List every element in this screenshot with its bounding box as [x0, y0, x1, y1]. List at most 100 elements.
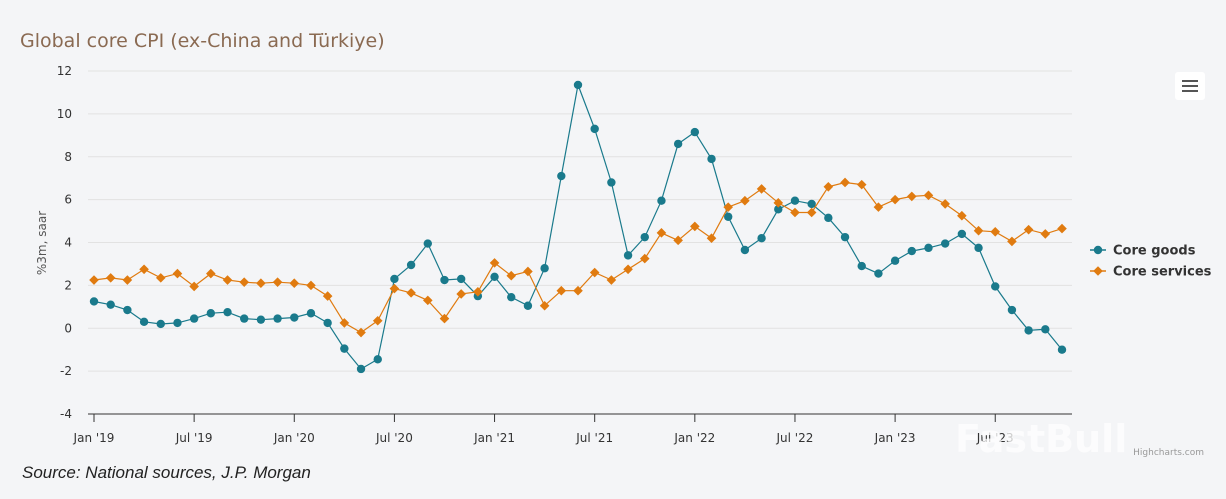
data-point[interactable]: [756, 184, 767, 194]
data-point[interactable]: [724, 212, 733, 221]
data-point[interactable]: [122, 275, 133, 285]
data-point[interactable]: [322, 291, 333, 301]
data-point[interactable]: [323, 318, 332, 328]
data-point[interactable]: [139, 317, 149, 327]
data-point[interactable]: [256, 315, 266, 324]
data-point[interactable]: [723, 202, 734, 212]
data-point[interactable]: [240, 314, 249, 323]
data-point[interactable]: [823, 181, 834, 192]
data-point[interactable]: [924, 243, 933, 253]
data-point[interactable]: [189, 314, 199, 323]
data-point[interactable]: [774, 205, 783, 214]
data-point[interactable]: [306, 280, 316, 291]
data-point[interactable]: [222, 275, 233, 285]
data-point[interactable]: [857, 261, 866, 271]
data-point[interactable]: [806, 207, 817, 218]
data-point[interactable]: [473, 287, 483, 297]
data-point[interactable]: [890, 256, 900, 265]
data-point[interactable]: [390, 274, 399, 284]
data-point[interactable]: [590, 124, 599, 134]
data-point[interactable]: [873, 202, 884, 212]
data-point[interactable]: [573, 80, 583, 90]
data-point[interactable]: [389, 283, 400, 294]
data-point[interactable]: [223, 307, 232, 317]
data-point[interactable]: [890, 194, 900, 205]
data-point[interactable]: [440, 275, 449, 285]
data-point[interactable]: [422, 295, 433, 306]
data-point[interactable]: [606, 275, 617, 285]
data-point[interactable]: [707, 154, 716, 164]
data-point[interactable]: [1023, 224, 1034, 235]
data-point[interactable]: [423, 239, 432, 248]
data-point[interactable]: [856, 179, 867, 190]
data-point[interactable]: [706, 233, 717, 244]
data-point[interactable]: [523, 266, 533, 277]
data-point[interactable]: [991, 282, 1000, 291]
data-point[interactable]: [490, 272, 499, 281]
data-point[interactable]: [172, 268, 183, 279]
data-point[interactable]: [824, 213, 833, 223]
data-point[interactable]: [690, 127, 700, 137]
data-point[interactable]: [840, 232, 850, 242]
data-point[interactable]: [957, 210, 967, 221]
data-point[interactable]: [139, 264, 149, 275]
data-point[interactable]: [557, 171, 566, 181]
credits-link[interactable]: Highcharts.com: [1133, 448, 1204, 458]
data-point[interactable]: [673, 235, 683, 246]
data-point[interactable]: [957, 229, 967, 239]
data-point[interactable]: [623, 264, 633, 275]
data-point[interactable]: [439, 313, 450, 324]
data-point[interactable]: [406, 288, 416, 298]
data-point[interactable]: [1007, 236, 1017, 247]
data-point[interactable]: [907, 246, 916, 256]
data-point[interactable]: [406, 260, 416, 270]
data-point[interactable]: [757, 234, 766, 243]
data-point[interactable]: [507, 292, 516, 302]
data-point[interactable]: [656, 228, 667, 238]
data-point[interactable]: [506, 270, 517, 281]
data-point[interactable]: [657, 196, 666, 205]
data-point[interactable]: [740, 245, 750, 255]
data-point[interactable]: [906, 191, 917, 202]
data-point[interactable]: [173, 318, 182, 328]
data-point[interactable]: [372, 315, 383, 326]
data-point[interactable]: [189, 281, 199, 292]
data-point[interactable]: [306, 309, 316, 318]
data-point[interactable]: [1041, 325, 1050, 334]
data-point[interactable]: [339, 318, 350, 328]
data-point[interactable]: [206, 309, 216, 318]
data-point[interactable]: [1057, 345, 1067, 354]
data-point[interactable]: [123, 305, 132, 315]
data-point[interactable]: [456, 289, 466, 299]
data-point[interactable]: [373, 355, 382, 364]
data-point[interactable]: [539, 300, 550, 311]
data-point[interactable]: [773, 198, 784, 208]
data-point[interactable]: [540, 264, 549, 273]
data-point[interactable]: [573, 285, 583, 296]
data-point[interactable]: [640, 232, 649, 242]
data-point[interactable]: [807, 199, 816, 209]
data-point[interactable]: [456, 274, 466, 284]
data-point[interactable]: [106, 300, 115, 309]
data-point[interactable]: [256, 278, 266, 289]
data-point[interactable]: [105, 273, 116, 283]
data-point[interactable]: [290, 313, 299, 322]
data-point[interactable]: [206, 268, 216, 279]
data-point[interactable]: [156, 319, 165, 329]
data-point[interactable]: [356, 327, 366, 338]
data-point[interactable]: [239, 277, 250, 287]
legend[interactable]: Core goods Core services: [1090, 244, 1212, 280]
data-point[interactable]: [840, 177, 850, 188]
data-point[interactable]: [990, 226, 1001, 237]
chart-menu-button[interactable]: [1175, 72, 1205, 100]
data-point[interactable]: [589, 267, 600, 278]
legend-item[interactable]: Core services: [1090, 265, 1212, 280]
data-point[interactable]: [690, 221, 700, 232]
data-point[interactable]: [740, 195, 750, 206]
data-point[interactable]: [790, 196, 800, 205]
data-point[interactable]: [356, 364, 366, 374]
data-point[interactable]: [523, 301, 533, 310]
data-point[interactable]: [340, 344, 349, 353]
data-point[interactable]: [790, 207, 800, 218]
data-point[interactable]: [155, 273, 166, 283]
